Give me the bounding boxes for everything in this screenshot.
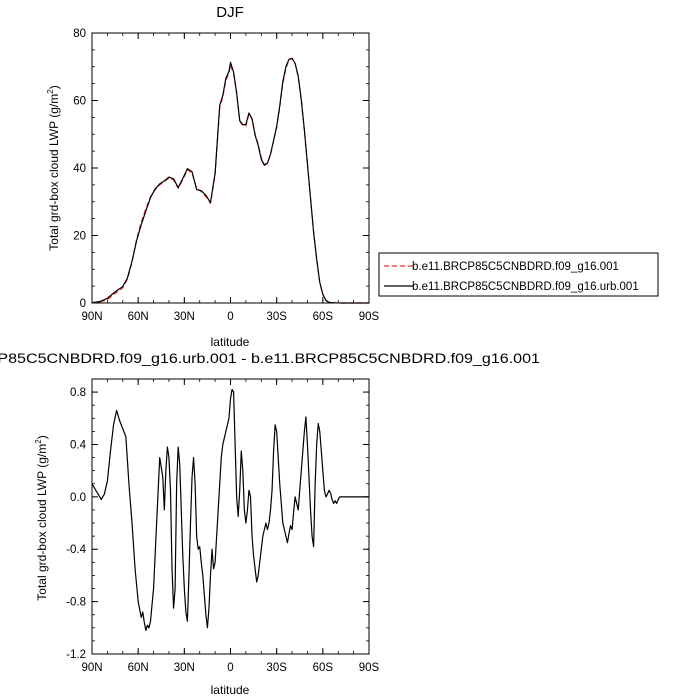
bottom-x-tick-label: 90N <box>81 662 102 674</box>
top-y-tick-label: 40 <box>73 163 86 175</box>
legend-label-series-1: b.e11.BRCP85C5CNBDRD.f09_g16.001 <box>412 261 619 273</box>
bottom-x-tick-label: 30S <box>266 662 287 674</box>
top-series-line-1 <box>92 58 369 303</box>
bottom-series-lines <box>92 389 369 630</box>
top-x-tick-label: 30N <box>174 311 195 323</box>
bottom-y-tick-label: -1.2 <box>66 649 86 661</box>
bottom-x-tick-label: 90S <box>359 662 380 674</box>
top-x-tick-label: 30S <box>266 311 287 323</box>
top-y-tick-label: 60 <box>73 96 86 108</box>
bottom-panel: b.e11.BRCP85C5CNBDRD.f09_g16.urb.001 - b… <box>0 351 540 697</box>
bottom-y-axis-label-main: Total grd-box cloud LWP (g/m <box>35 444 49 601</box>
bottom-y-axis-label-close: ) <box>35 435 49 439</box>
top-plot-frame <box>92 33 369 303</box>
bottom-x-tick-label: 30N <box>174 662 195 674</box>
top-x-axis-label: latitude <box>211 335 250 349</box>
bottom-x-axis: 90N 60N 30N 0 30S 60S 90S <box>81 379 379 674</box>
top-y-axis: 0 20 40 60 80 <box>73 28 369 310</box>
bottom-x-tick-label: 60S <box>313 662 334 674</box>
bottom-y-tick-label: 0.8 <box>70 387 86 399</box>
top-y-tick-label: 20 <box>73 231 86 243</box>
legend: b.e11.BRCP85C5CNBDRD.f09_g16.001 b.e11.B… <box>379 253 658 296</box>
bottom-x-tick-label: 0 <box>227 662 233 674</box>
top-series-line-2 <box>92 58 369 303</box>
top-x-tick-label: 60N <box>128 311 149 323</box>
bottom-title: b.e11.BRCP85C5CNBDRD.f09_g16.urb.001 - b… <box>0 351 540 366</box>
top-panel: DJF 0 20 40 60 80 90N 60N 30N 0 30S 60S 90S latitu… <box>46 4 658 349</box>
legend-label-series-2: b.e11.BRCP85C5CNBDRD.f09_g16.urb.001 <box>412 281 639 293</box>
bottom-y-tick-label: -0.8 <box>66 597 86 609</box>
bottom-y-tick-label: 0.4 <box>70 439 87 451</box>
top-x-tick-label: 90N <box>81 311 102 323</box>
bottom-series-line-1 <box>92 389 369 630</box>
bottom-x-tick-label: 60N <box>128 662 149 674</box>
bottom-x-axis-label: latitude <box>211 683 250 697</box>
top-series-lines <box>92 58 369 303</box>
top-y-axis-label-main: Total grd-box cloud LWP (g/m <box>47 94 61 251</box>
top-y-tick-label: 80 <box>73 28 86 40</box>
top-x-tick-label: 0 <box>227 311 233 323</box>
top-y-tick-label: 0 <box>80 298 86 310</box>
top-y-axis-label-close: ) <box>47 85 61 89</box>
bottom-y-tick-label: -0.4 <box>66 544 86 556</box>
bottom-y-tick-label: 0.0 <box>70 492 86 504</box>
top-x-tick-label: 60S <box>313 311 334 323</box>
bottom-plot-frame <box>92 379 369 654</box>
top-title: DJF <box>216 4 244 21</box>
bottom-y-axis-label: Total grd-box cloud LWP (g/m2) <box>34 435 49 600</box>
top-y-axis-label: Total grd-box cloud LWP (g/m2) <box>46 85 61 250</box>
top-x-tick-label: 90S <box>359 311 380 323</box>
